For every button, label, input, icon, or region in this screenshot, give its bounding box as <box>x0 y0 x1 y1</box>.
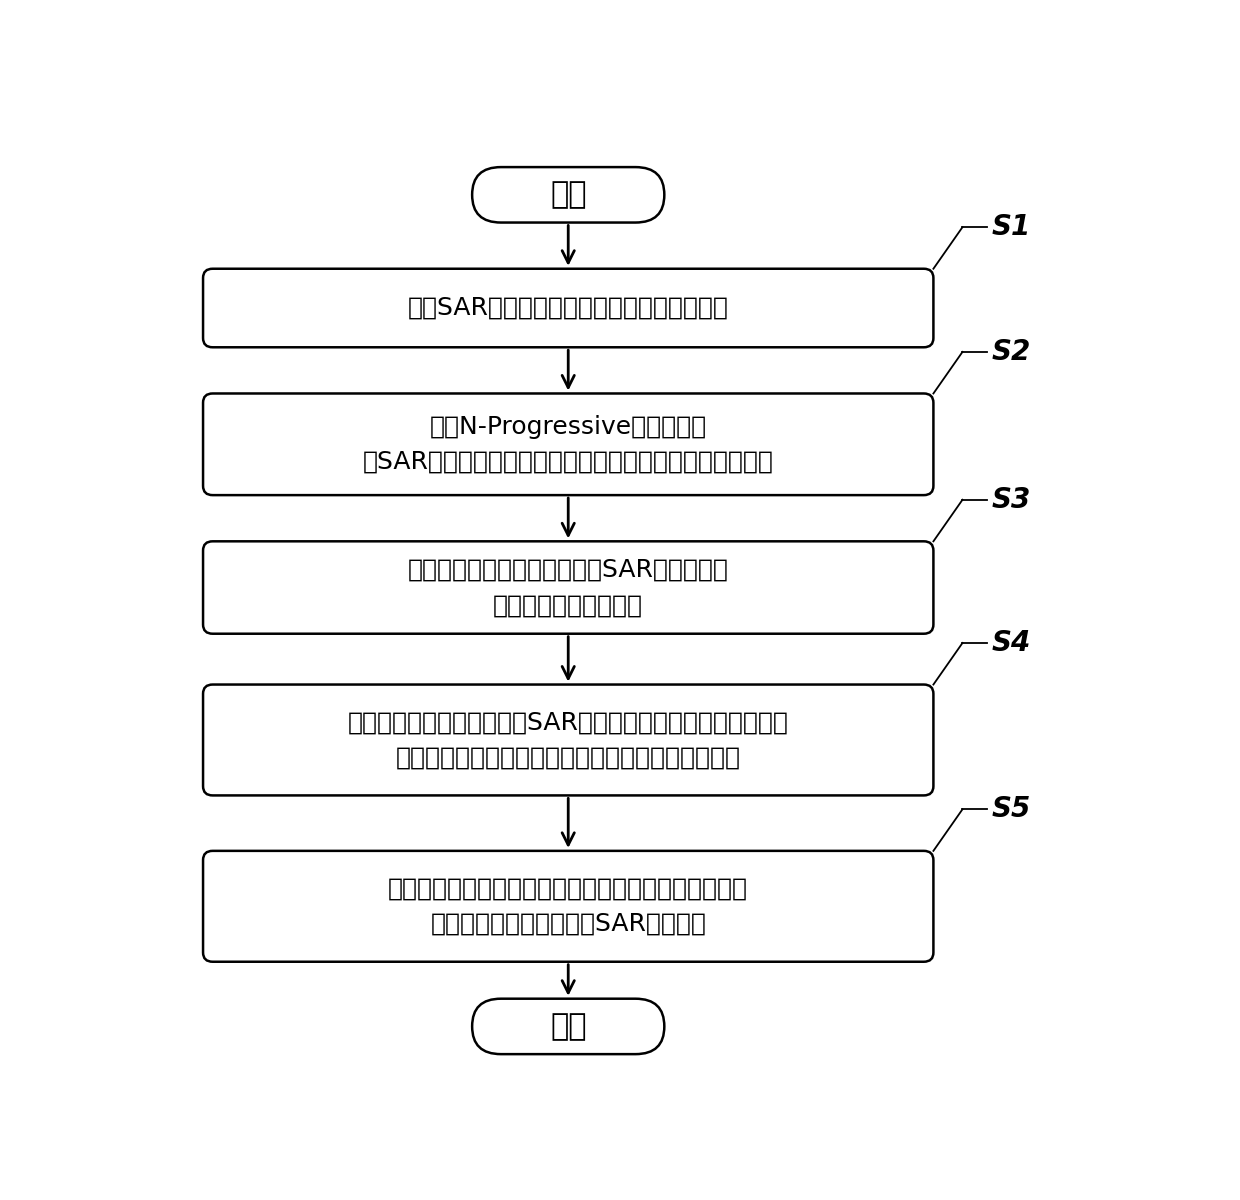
FancyBboxPatch shape <box>472 998 665 1054</box>
Text: S1: S1 <box>991 214 1030 241</box>
Text: 根据方位角标签和预处理后的SAR目标图像，
构建条件生成对抗网络: 根据方位角标签和预处理后的SAR目标图像， 构建条件生成对抗网络 <box>408 558 729 617</box>
Text: S3: S3 <box>991 486 1030 514</box>
Text: 结束: 结束 <box>551 1012 587 1040</box>
Text: S2: S2 <box>991 338 1030 366</box>
Text: 将方位角标签和预处理后的SAR目标图像输入到条件生成对抗网
络中，对其进行训练，得到收敛的条件生成对抗网络: 将方位角标签和预处理后的SAR目标图像输入到条件生成对抗网 络中，对其进行训练，… <box>347 710 789 769</box>
FancyBboxPatch shape <box>203 851 934 961</box>
Text: 获取SAR目标图像数据集，并对其进行预处理: 获取SAR目标图像数据集，并对其进行预处理 <box>408 296 729 320</box>
FancyBboxPatch shape <box>203 684 934 796</box>
FancyBboxPatch shape <box>203 269 934 347</box>
Text: S4: S4 <box>991 629 1030 656</box>
FancyBboxPatch shape <box>203 541 934 634</box>
Text: 将任意方位角标签输入到收敛的条件生成对抗网络中，
得到该方位角标签对应的SAR目标图像: 将任意方位角标签输入到收敛的条件生成对抗网络中， 得到该方位角标签对应的SAR目… <box>388 876 748 936</box>
Text: 开始: 开始 <box>551 180 587 209</box>
FancyBboxPatch shape <box>203 394 934 496</box>
Text: 通过N-Progressive对预处理后
的SAR目标图像的方位角进行编码，获得对应的方位角标签: 通过N-Progressive对预处理后 的SAR目标图像的方位角进行编码，获得… <box>363 414 774 474</box>
FancyBboxPatch shape <box>472 167 665 222</box>
Text: S5: S5 <box>991 796 1030 823</box>
